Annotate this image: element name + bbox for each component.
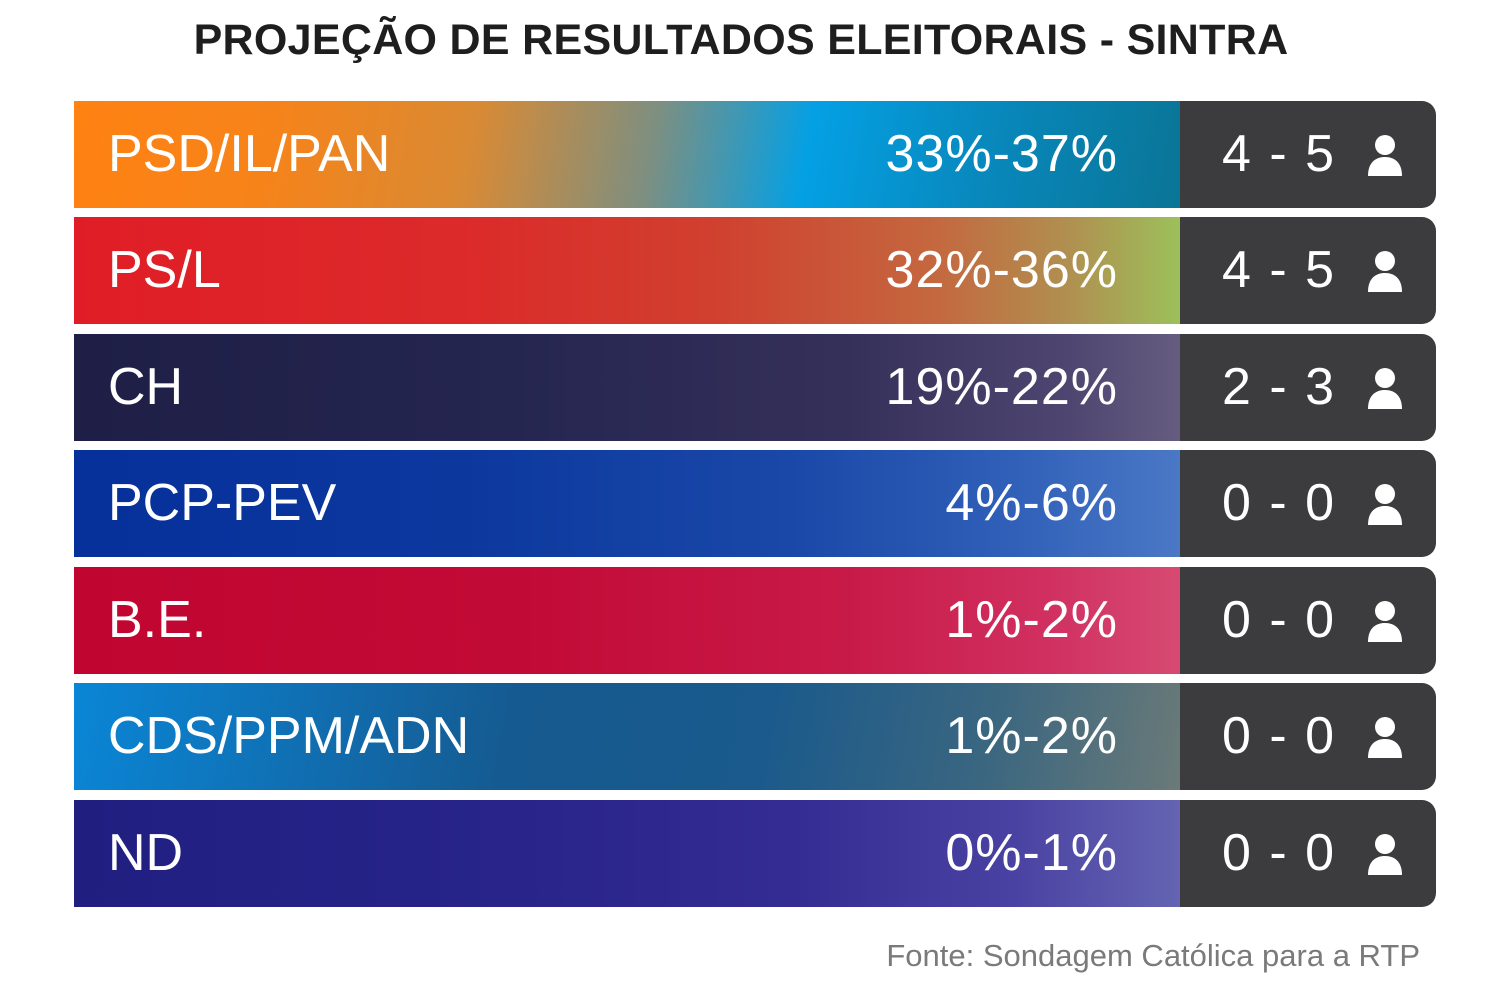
seats-range: 0 - 0 xyxy=(1222,591,1337,649)
vote-range: 19%-22% xyxy=(885,358,1118,416)
party-name: ND xyxy=(108,824,184,882)
seats-box: 0 - 0 xyxy=(1180,800,1436,907)
vote-range: 33%-37% xyxy=(885,125,1118,183)
vote-range: 32%-36% xyxy=(885,241,1118,299)
person-icon xyxy=(1366,483,1404,525)
seats-box: 2 - 3 xyxy=(1180,334,1436,441)
party-row: CH 19%-22% 2 - 3 xyxy=(74,334,1436,441)
person-icon xyxy=(1366,250,1404,292)
seats-range: 0 - 0 xyxy=(1222,824,1337,882)
seats-range: 0 - 0 xyxy=(1222,707,1337,765)
seats-range: 4 - 5 xyxy=(1222,125,1337,183)
vote-range: 1%-2% xyxy=(945,591,1118,649)
seats-box: 0 - 0 xyxy=(1180,450,1436,557)
vote-range: 0%-1% xyxy=(945,824,1118,882)
person-icon xyxy=(1366,716,1404,758)
party-row: B.E. 1%-2% 0 - 0 xyxy=(74,567,1436,674)
person-icon xyxy=(1366,134,1404,176)
party-name: PS/L xyxy=(108,241,221,299)
party-bar: ND 0%-1% xyxy=(74,800,1180,907)
party-bar: PCP-PEV 4%-6% xyxy=(74,450,1180,557)
party-bar: CDS/PPM/ADN 1%-2% xyxy=(74,683,1180,790)
seats-box: 4 - 5 xyxy=(1180,101,1436,208)
seats-box: 4 - 5 xyxy=(1180,217,1436,324)
party-name: CDS/PPM/ADN xyxy=(108,707,470,765)
party-name: PSD/IL/PAN xyxy=(108,125,391,183)
seats-range: 2 - 3 xyxy=(1222,358,1337,416)
party-bar: PS/L 32%-36% xyxy=(74,217,1180,324)
party-row: PCP-PEV 4%-6% 0 - 0 xyxy=(74,450,1436,557)
source-note: Fonte: Sondagem Católica para a RTP xyxy=(886,938,1420,973)
seats-box: 0 - 0 xyxy=(1180,567,1436,674)
person-icon xyxy=(1366,367,1404,409)
person-icon xyxy=(1366,833,1404,875)
seats-range: 4 - 5 xyxy=(1222,241,1337,299)
seats-box: 0 - 0 xyxy=(1180,683,1436,790)
person-icon xyxy=(1366,600,1404,642)
party-name: B.E. xyxy=(108,591,207,649)
vote-range: 1%-2% xyxy=(945,707,1118,765)
party-row: ND 0%-1% 0 - 0 xyxy=(74,800,1436,907)
party-name: PCP-PEV xyxy=(108,474,337,532)
party-bar: B.E. 1%-2% xyxy=(74,567,1180,674)
seats-range: 0 - 0 xyxy=(1222,474,1337,532)
page-title: PROJEÇÃO DE RESULTADOS ELEITORAIS - SINT… xyxy=(193,16,1289,64)
party-row: PSD/IL/PAN 33%-37% 4 - 5 xyxy=(74,101,1436,208)
party-bar: CH 19%-22% xyxy=(74,334,1180,441)
vote-range: 4%-6% xyxy=(945,474,1118,532)
party-row: CDS/PPM/ADN 1%-2% 0 - 0 xyxy=(74,683,1436,790)
party-name: CH xyxy=(108,358,184,416)
party-row: PS/L 32%-36% 4 - 5 xyxy=(74,217,1436,324)
party-bar: PSD/IL/PAN 33%-37% xyxy=(74,101,1180,208)
